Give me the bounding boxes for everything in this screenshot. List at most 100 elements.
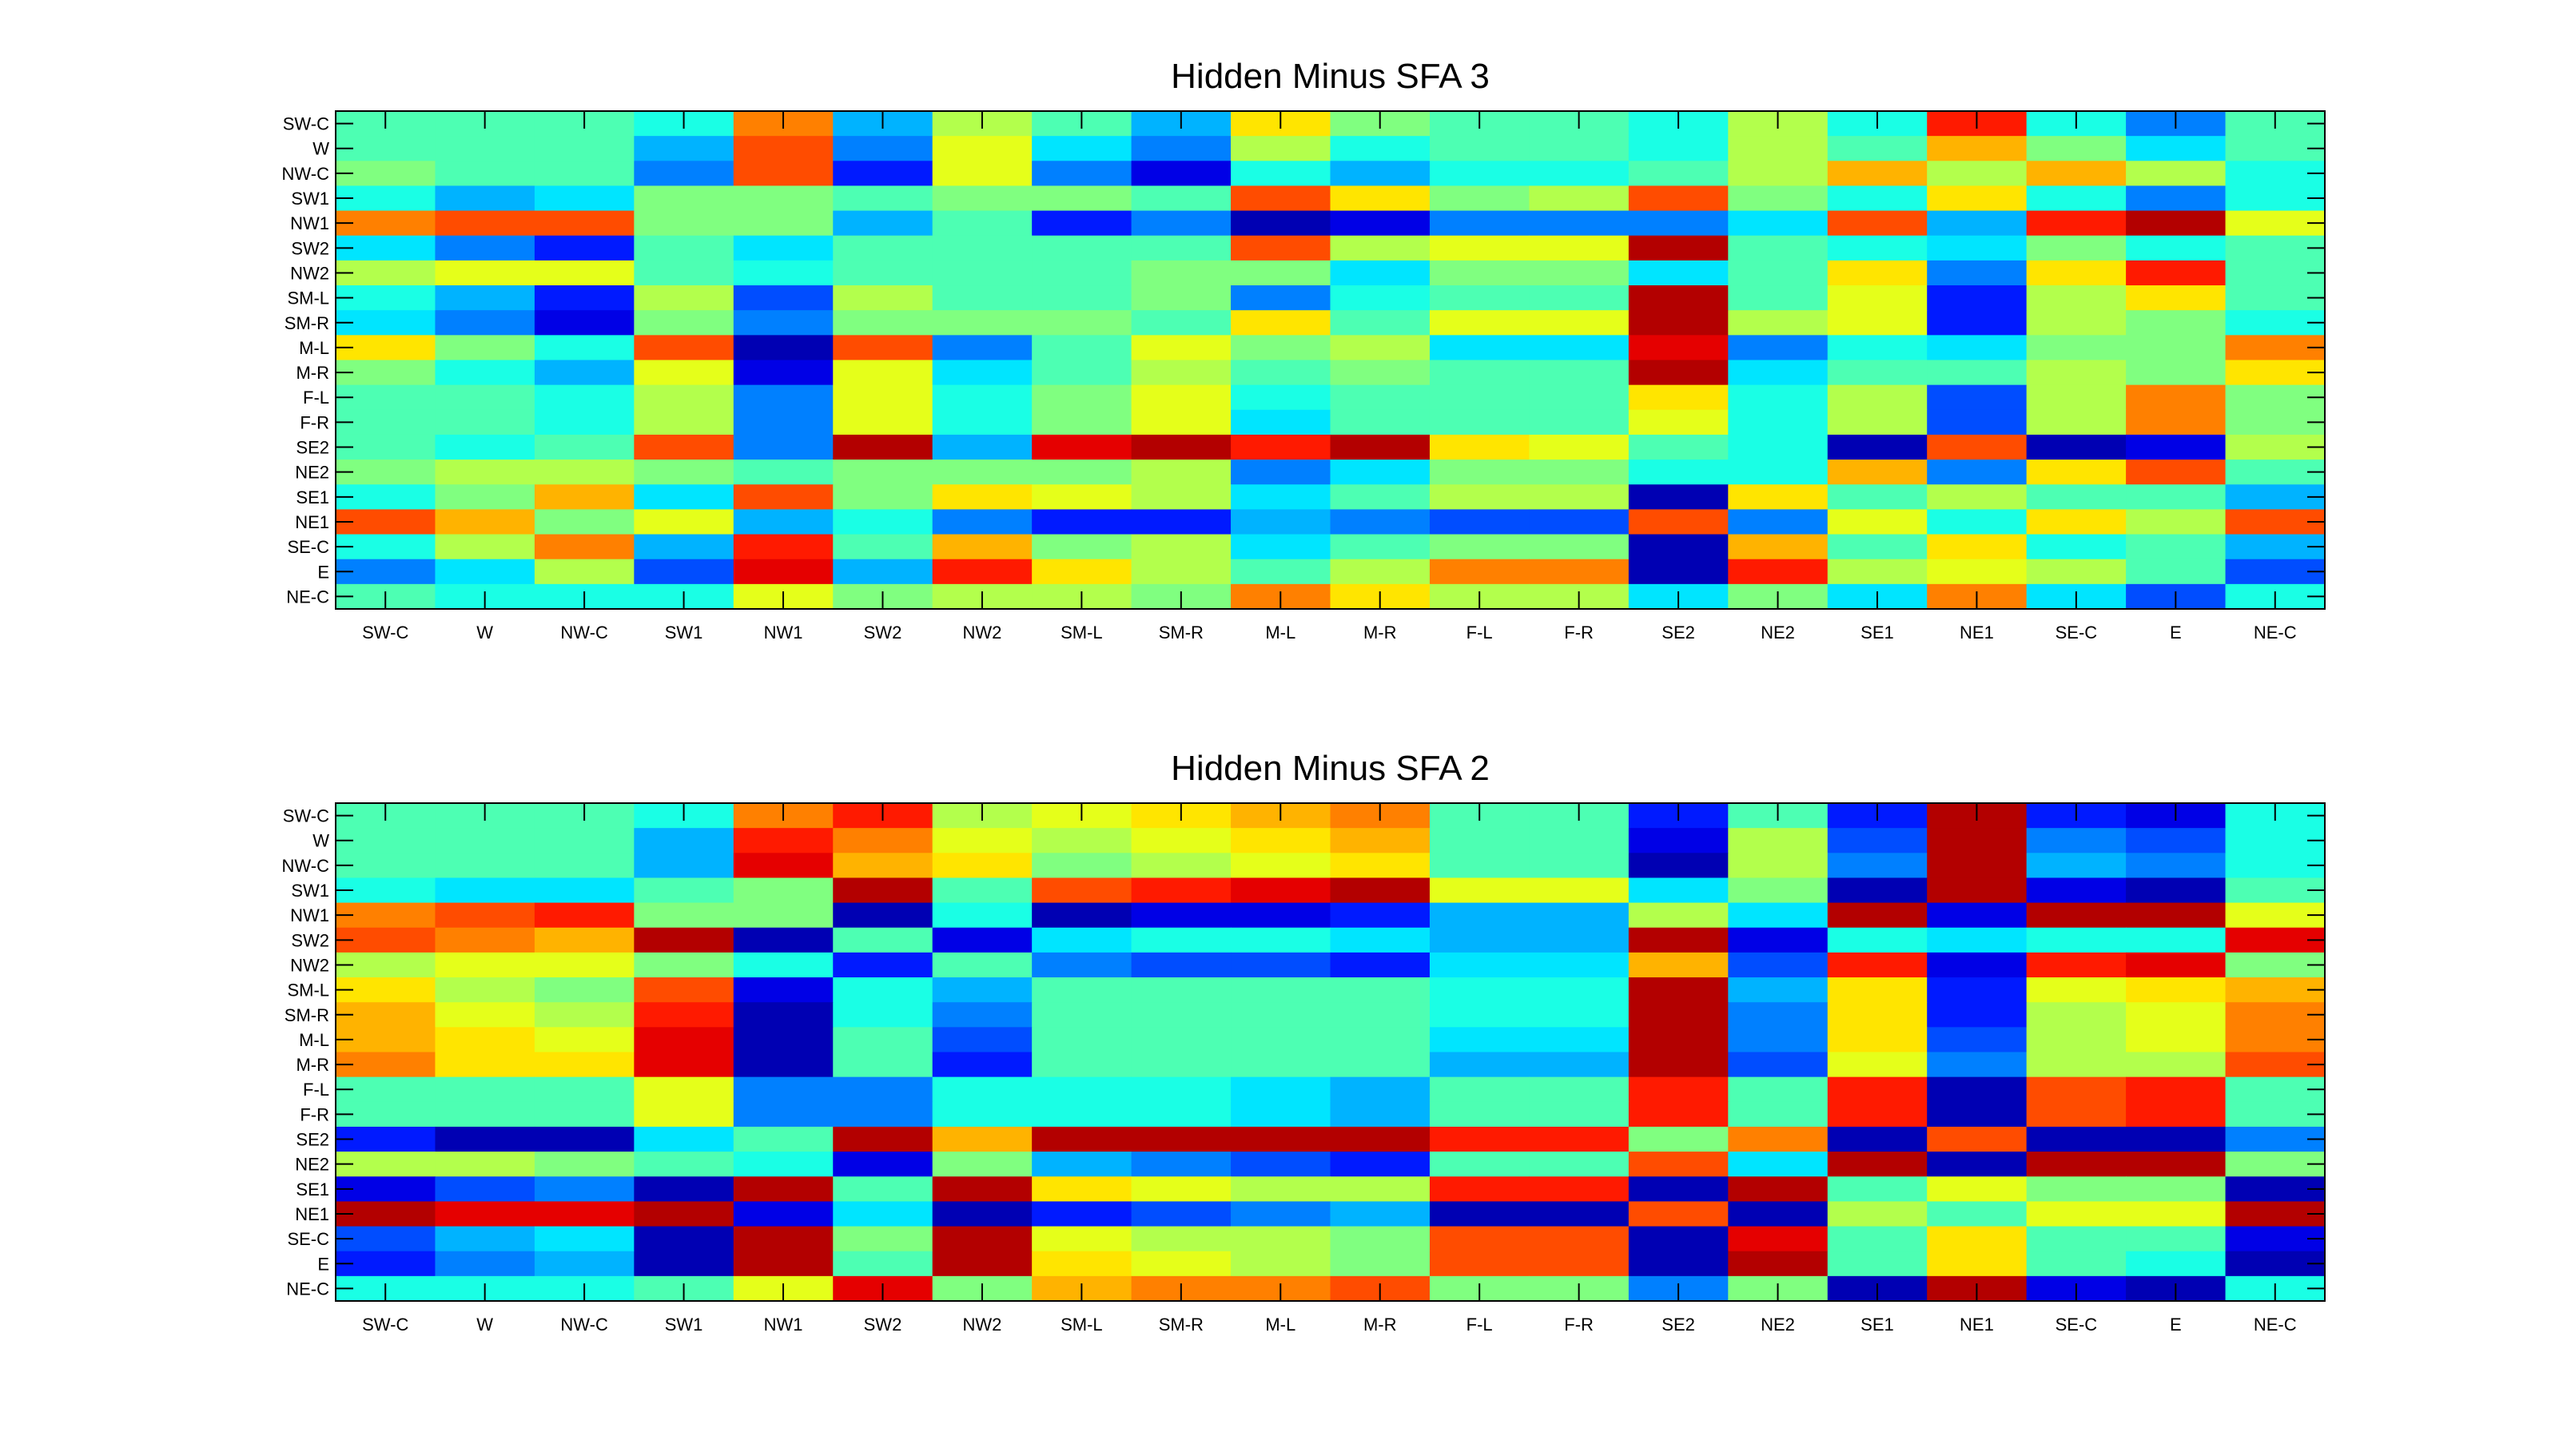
heatmap-cell [1529, 828, 1630, 853]
y-tick-label: SM-L [287, 981, 329, 1001]
heatmap-cell [1032, 877, 1132, 904]
heatmap-cell [634, 977, 734, 1003]
heatmap-cell [1032, 1201, 1132, 1227]
heatmap-cell [1728, 185, 1829, 212]
heatmap-cell [1728, 902, 1829, 929]
heatmap-cell [1231, 185, 1331, 212]
heatmap-cell [1231, 1002, 1331, 1028]
heatmap-cell [2126, 360, 2227, 386]
heatmap-cell [1728, 1126, 1829, 1152]
x-tick-label: SW-C [362, 623, 408, 642]
x-tick-label: W [476, 623, 493, 642]
heatmap-cell [435, 484, 535, 510]
heatmap-cell [1032, 260, 1132, 286]
heatmap-cell [2026, 310, 2127, 336]
heatmap-cell [833, 409, 933, 436]
heatmap-cell [634, 1251, 734, 1277]
heatmap-cell [1529, 509, 1630, 535]
heatmap-cell [1827, 185, 1928, 212]
y-tick-label: SE2 [296, 1130, 329, 1150]
heatmap-cell [1032, 1251, 1132, 1277]
y-tick-label: M-R [296, 1055, 329, 1075]
heatmap-cell [1032, 559, 1132, 585]
heatmap-cell [833, 828, 933, 853]
heatmap-cell [2026, 534, 2127, 560]
heatmap-cell [1330, 1152, 1431, 1177]
heatmap-cell [1231, 853, 1331, 879]
heatmap-cell [833, 285, 933, 311]
heatmap-cell [932, 1152, 1033, 1177]
heatmap-cell [932, 509, 1033, 535]
heatmap-cell [1330, 828, 1431, 853]
heatmap-cell [1628, 1052, 1729, 1078]
heatmap-cell [833, 1076, 933, 1103]
heatmap-cell [634, 185, 734, 212]
heatmap-cell [733, 1251, 834, 1277]
heatmap-cell [2126, 828, 2227, 853]
heatmap-cell [435, 559, 535, 585]
heatmap-cell [733, 927, 834, 953]
heatmap-cell [1927, 185, 2028, 212]
heatmap-cell [1231, 1201, 1331, 1227]
x-tick-label: SM-R [1159, 1315, 1204, 1335]
heatmap-cell [1032, 1126, 1132, 1152]
heatmap-cell [1628, 927, 1729, 953]
heatmap-cell [1330, 285, 1431, 311]
heatmap-cell [932, 310, 1033, 336]
heatmap-cell [2126, 210, 2227, 237]
heatmap-cell [1429, 161, 1530, 187]
heatmap-cell [435, 1152, 535, 1177]
heatmap-cell [2126, 335, 2227, 361]
heatmap-cell [2026, 1101, 2127, 1128]
y-tick-label: F-R [300, 1104, 329, 1124]
x-tick-label: SE1 [1861, 1315, 1894, 1335]
heatmap-cell [2026, 484, 2127, 510]
heatmap-cell [1529, 210, 1630, 237]
heatmap-cell [2126, 384, 2227, 411]
heatmap-cell [1728, 853, 1829, 879]
heatmap-cell [534, 559, 635, 585]
heatmap-cell [1927, 952, 2028, 978]
heatmap-cell [1330, 1076, 1431, 1103]
heatmap-cell [1032, 484, 1132, 510]
heatmap-cell [833, 1176, 933, 1202]
heatmap-cell [1529, 1002, 1630, 1028]
heatmap-cell [1529, 484, 1630, 510]
heatmap-cell [435, 828, 535, 853]
heatmap-cell [435, 210, 535, 237]
heatmap-cell [2126, 1126, 2227, 1152]
heatmap-cell [932, 1201, 1033, 1227]
heatmap-cell [1927, 161, 2028, 187]
heatmap-cell [1330, 335, 1431, 361]
heatmap-cell [932, 1027, 1033, 1053]
heatmap-cell [1231, 977, 1331, 1003]
x-tick-label: F-R [1564, 623, 1594, 642]
heatmap-cell [634, 310, 734, 336]
y-tick-label: NW-C [282, 164, 330, 184]
heatmap-cell [932, 285, 1033, 311]
heatmap-cell [634, 952, 734, 978]
heatmap-cell [634, 285, 734, 311]
heatmap-cell [733, 210, 834, 237]
heatmap-cell [435, 185, 535, 212]
heatmap-cell [833, 235, 933, 261]
heatmap-cell [1827, 1002, 1928, 1028]
heatmap-cell [534, 1052, 635, 1078]
heatmap-cell [833, 1002, 933, 1028]
heatmap-cell [1827, 559, 1928, 585]
heatmap-cell [733, 1101, 834, 1128]
y-tick-label: SE-C [287, 537, 329, 557]
heatmap-cell [1131, 1076, 1232, 1103]
heatmap-cell [2126, 185, 2227, 212]
heatmap-cell [435, 509, 535, 535]
heatmap-cell [1529, 952, 1630, 978]
heatmap-cell [833, 853, 933, 879]
heatmap-cell [932, 434, 1033, 460]
heatmap-cell [1131, 1251, 1232, 1277]
heatmap-cell [1529, 534, 1630, 560]
heatmap-cell [1131, 1126, 1232, 1152]
heatmap-cell [1827, 210, 1928, 237]
heatmap-cell [435, 1052, 535, 1078]
heatmap-cell [2026, 1251, 2127, 1277]
heatmap-cell [534, 952, 635, 978]
